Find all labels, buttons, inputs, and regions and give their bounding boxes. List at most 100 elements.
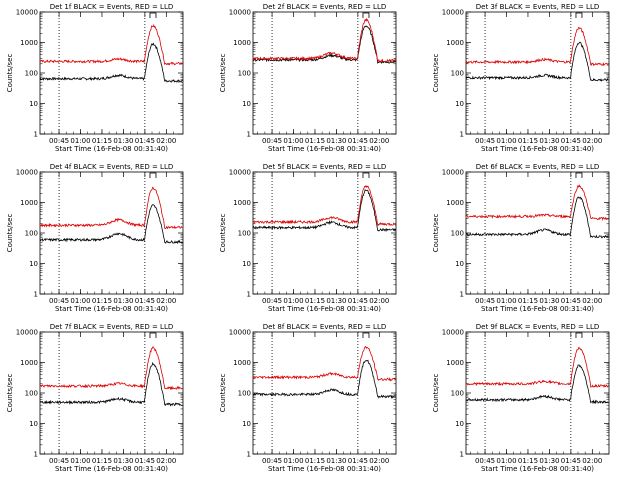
- x-tick-label: 01:30: [539, 137, 559, 145]
- x-tick-label: 01:00: [496, 137, 516, 145]
- series-line-events: [252, 189, 396, 233]
- y-tick-label: 10000: [16, 329, 38, 337]
- x-tick-label: 01:15: [305, 297, 325, 305]
- chart-title: Det 8f BLACK = Events, RED = LLD: [263, 323, 386, 331]
- x-tick-label: 01:30: [326, 457, 346, 465]
- panel-det-3: Det 3f BLACK = Events, RED = LLD 1 10 100 10…: [432, 3, 610, 153]
- y-axis-label: Counts/sec: [432, 374, 440, 413]
- panel-det-5: Det 5f BLACK = Events, RED = LLD 1 10 100 10…: [219, 163, 397, 313]
- x-tick-label: 01:45: [348, 457, 368, 465]
- y-tick-label: 1: [460, 291, 464, 299]
- plot-frame: [252, 331, 397, 455]
- x-tick-label: 02:00: [582, 297, 602, 305]
- y-axis-label: Counts/sec: [219, 214, 227, 253]
- x-tick-label: 01:15: [518, 137, 538, 145]
- y-tick-label: 10: [29, 420, 38, 428]
- x-tick-label: 02:00: [156, 457, 176, 465]
- y-tick-label: 1000: [20, 359, 38, 367]
- chart-title: Det 2f BLACK = Events, RED = LLD: [263, 3, 386, 11]
- x-tick-label: 01:15: [92, 137, 112, 145]
- y-tick-label: 10000: [16, 9, 38, 17]
- series-line-lld: [39, 186, 183, 230]
- x-tick-label: 01:45: [348, 137, 368, 145]
- x-axis-label: Start Time (16-Feb-08 00:31:40): [55, 145, 168, 153]
- series-line-events: [465, 41, 609, 82]
- flare-marker: [149, 12, 157, 18]
- x-tick-label: 02:00: [369, 457, 389, 465]
- flare-marker: [362, 332, 370, 338]
- y-tick-label: 1000: [233, 359, 251, 367]
- x-tick-label: 01:15: [305, 457, 325, 465]
- flare-marker: [575, 332, 583, 338]
- x-tick-label: 01:45: [135, 457, 155, 465]
- series-line-lld: [252, 345, 396, 382]
- x-tick-label: 01:00: [70, 297, 90, 305]
- y-tick-label: 1: [34, 451, 38, 459]
- x-tick-label: 00:45: [49, 137, 69, 145]
- x-axis-label: Start Time (16-Feb-08 00:31:40): [268, 145, 381, 153]
- y-axis-label: Counts/sec: [219, 374, 227, 413]
- y-tick-label: 10: [242, 100, 251, 108]
- panel-det-4: Det 4f BLACK = Events, RED = LLD 1 10 100 10…: [6, 163, 184, 313]
- series-line-events: [39, 361, 183, 407]
- x-tick-label: 01:15: [92, 297, 112, 305]
- x-tick-label: 01:00: [496, 297, 516, 305]
- y-tick-label: 10: [455, 420, 464, 428]
- x-tick-label: 00:45: [49, 457, 69, 465]
- y-tick-label: 10: [455, 100, 464, 108]
- flare-marker: [575, 172, 583, 178]
- y-tick-label: 100: [25, 230, 38, 238]
- x-tick-label: 01:30: [326, 297, 346, 305]
- x-tick-label: 00:45: [475, 297, 495, 305]
- series-line-events: [252, 25, 396, 64]
- y-tick-label: 100: [25, 70, 38, 78]
- y-tick-label: 1000: [446, 359, 464, 367]
- panel-det-8: Det 8f BLACK = Events, RED = LLD 1 10 100 10…: [219, 323, 397, 473]
- x-tick-label: 01:30: [113, 457, 133, 465]
- series-line-lld: [39, 346, 183, 391]
- y-tick-label: 1: [460, 131, 464, 139]
- x-tick-label: 01:00: [283, 457, 303, 465]
- series-line-events: [466, 196, 609, 239]
- y-tick-label: 100: [238, 230, 251, 238]
- y-tick-label: 10000: [16, 169, 38, 177]
- y-tick-label: 10000: [442, 329, 464, 337]
- y-tick-label: 100: [238, 390, 251, 398]
- series-line-events: [39, 204, 183, 245]
- y-tick-label: 1000: [20, 39, 38, 47]
- series-line-events: [252, 359, 396, 400]
- y-tick-label: 100: [451, 70, 464, 78]
- panel-det-2: Det 2f BLACK = Events, RED = LLD 1 10 100 10…: [219, 3, 397, 153]
- y-tick-label: 1: [247, 451, 251, 459]
- x-tick-label: 01:30: [113, 137, 133, 145]
- x-tick-label: 01:00: [283, 297, 303, 305]
- y-tick-label: 10: [242, 260, 251, 268]
- panel-det-7: Det 7f BLACK = Events, RED = LLD 1 10 100 10…: [6, 323, 184, 473]
- plot-frame: [465, 331, 610, 455]
- x-tick-label: 00:45: [475, 457, 495, 465]
- y-tick-label: 1000: [446, 39, 464, 47]
- x-tick-label: 01:00: [283, 137, 303, 145]
- y-tick-label: 1: [247, 131, 251, 139]
- series-line-events: [465, 364, 609, 405]
- x-tick-label: 00:45: [262, 137, 282, 145]
- y-axis-label: Counts/sec: [6, 54, 14, 93]
- y-axis-label: Counts/sec: [6, 374, 14, 413]
- y-tick-label: 1000: [233, 199, 251, 207]
- y-tick-label: 10000: [229, 329, 251, 337]
- x-tick-label: 01:00: [70, 457, 90, 465]
- y-axis-label: Counts/sec: [432, 54, 440, 93]
- y-tick-label: 1: [34, 291, 38, 299]
- x-tick-label: 01:45: [135, 137, 155, 145]
- y-tick-label: 1: [34, 131, 38, 139]
- chart-title: Det 5f BLACK = Events, RED = LLD: [263, 163, 386, 171]
- y-tick-label: 10: [242, 420, 251, 428]
- flare-marker: [149, 332, 157, 338]
- x-tick-label: 02:00: [582, 457, 602, 465]
- x-axis-label: Start Time (16-Feb-08 00:31:40): [481, 305, 594, 313]
- x-tick-label: 01:00: [70, 137, 90, 145]
- y-axis-label: Counts/sec: [432, 214, 440, 253]
- x-axis-label: Start Time (16-Feb-08 00:31:40): [268, 305, 381, 313]
- y-tick-label: 1: [247, 291, 251, 299]
- series-line-lld: [252, 17, 396, 63]
